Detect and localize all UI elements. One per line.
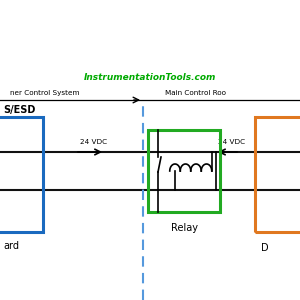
Text: Main Control Roo: Main Control Roo bbox=[165, 90, 226, 96]
Text: INTERFACING WITH OTHER CONTROL SYSTEMS: INTERFACING WITH OTHER CONTROL SYSTEMS bbox=[25, 36, 275, 45]
Text: ard: ard bbox=[3, 241, 19, 251]
Text: DIGITAL OUTPUT WITH RELAY – DRY CONTACT: DIGITAL OUTPUT WITH RELAY – DRY CONTACT bbox=[28, 11, 272, 20]
Text: 24 VDC: 24 VDC bbox=[218, 139, 245, 145]
Bar bbox=[0, 117, 43, 232]
Bar bbox=[255, 117, 300, 232]
Text: Relay: Relay bbox=[170, 223, 197, 233]
Text: InstrumentationTools.com: InstrumentationTools.com bbox=[84, 74, 216, 82]
Bar bbox=[148, 130, 220, 212]
Text: 24 VDC: 24 VDC bbox=[80, 139, 107, 145]
Text: D: D bbox=[261, 243, 268, 253]
Text: S/ESD: S/ESD bbox=[3, 105, 35, 115]
Text: ner Control System: ner Control System bbox=[10, 90, 80, 96]
